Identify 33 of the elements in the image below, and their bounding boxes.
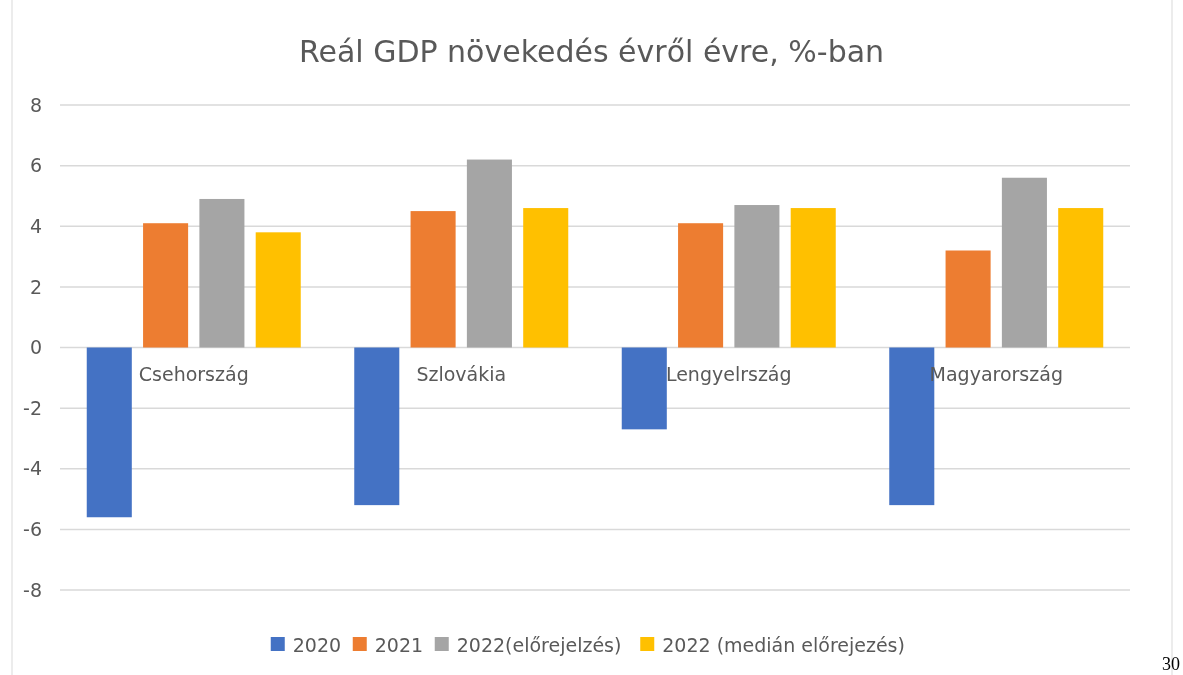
x-tick-label: Csehország bbox=[138, 362, 249, 385]
bar bbox=[621, 347, 667, 430]
bar bbox=[143, 223, 189, 348]
x-tick-label: Lengyelrszág bbox=[665, 362, 792, 385]
y-tick-label: -8 bbox=[23, 578, 42, 601]
bar bbox=[1001, 177, 1047, 348]
bar bbox=[255, 232, 301, 348]
bar bbox=[354, 347, 400, 506]
y-tick-label: -4 bbox=[23, 457, 42, 480]
y-tick-label: -6 bbox=[23, 518, 42, 541]
bar bbox=[523, 208, 569, 348]
text: 30 bbox=[1162, 654, 1180, 674]
chart-title: Reál GDP növekedés évről évre, %-ban bbox=[298, 34, 885, 69]
bar bbox=[1058, 208, 1104, 348]
x-tick-label: Szlovákia bbox=[416, 362, 507, 385]
legend-label: 2022(előrejelzés) bbox=[456, 633, 622, 656]
bar bbox=[734, 205, 780, 348]
y-tick-label: 0 bbox=[29, 336, 42, 359]
bar bbox=[945, 250, 991, 348]
bar bbox=[678, 223, 724, 348]
y-tick-label: 6 bbox=[29, 154, 42, 177]
bar bbox=[410, 211, 456, 348]
legend-label: 2020 bbox=[292, 633, 342, 656]
bar bbox=[790, 208, 836, 348]
bar bbox=[199, 198, 245, 348]
legend-label: 2022 (medián előrejezés) bbox=[662, 633, 905, 656]
bar bbox=[86, 347, 132, 518]
y-tick-label: 8 bbox=[29, 93, 42, 116]
legend-label: 2021 bbox=[374, 633, 424, 656]
bar bbox=[466, 159, 512, 348]
y-tick-label: 4 bbox=[29, 214, 42, 237]
y-tick-label: -2 bbox=[23, 396, 42, 419]
y-tick-label: 2 bbox=[29, 275, 42, 298]
